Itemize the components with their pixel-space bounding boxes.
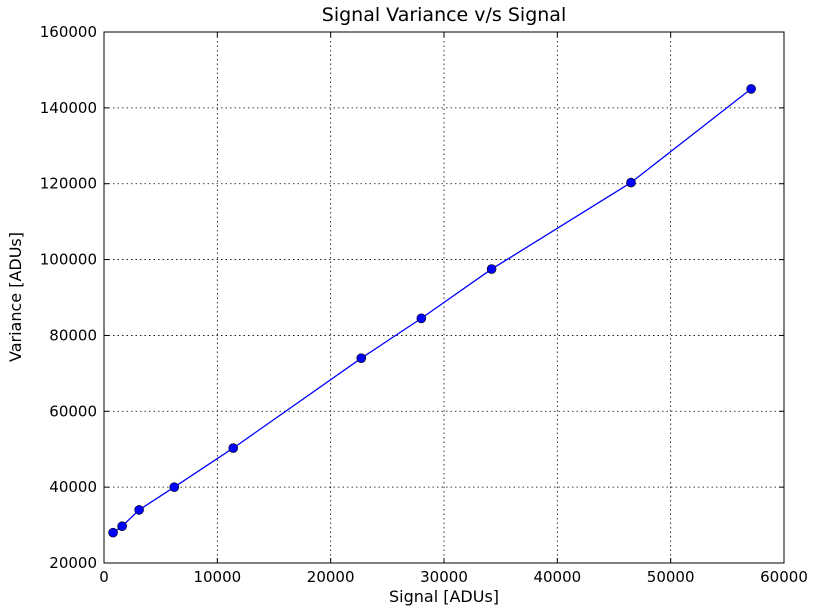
grid-lines: [104, 32, 784, 563]
data-point: [416, 313, 427, 324]
axis-ticks: 0 10000 20000 30000 40000 50000 60000 20000 4000…: [40, 23, 808, 586]
data-point: [356, 353, 367, 363]
series-layer: [108, 84, 756, 538]
y-tick-label: 100000: [40, 251, 97, 269]
x-tick-label: 0: [99, 568, 109, 586]
x-tick-label: 50000: [647, 568, 695, 586]
chart-title: Signal Variance v/s Signal: [322, 4, 566, 26]
data-point: [746, 84, 756, 94]
series-line: [112, 88, 752, 534]
data-point: [626, 177, 636, 188]
x-tick-label: 60000: [760, 568, 808, 586]
x-axis-label: Signal [ADUs]: [389, 587, 499, 606]
data-point: [486, 264, 497, 274]
x-tick-label: 30000: [420, 568, 468, 586]
x-tick-label: 10000: [193, 568, 241, 586]
data-point: [169, 482, 180, 492]
y-tick-label: 80000: [49, 326, 97, 344]
x-tick-label: 40000: [533, 568, 581, 586]
data-point: [117, 521, 127, 532]
y-axis-label: Variance [ADUs]: [6, 232, 25, 362]
x-tick-label: 20000: [307, 568, 355, 586]
y-tick-label: 20000: [49, 554, 97, 572]
y-tick-label: 40000: [49, 478, 97, 496]
data-point: [108, 527, 118, 538]
data-point: [134, 505, 144, 515]
y-tick-label: 120000: [40, 175, 97, 193]
y-tick-label: 160000: [40, 23, 97, 41]
data-point: [228, 443, 238, 453]
y-tick-label: 140000: [40, 99, 97, 117]
y-tick-label: 60000: [49, 402, 97, 420]
